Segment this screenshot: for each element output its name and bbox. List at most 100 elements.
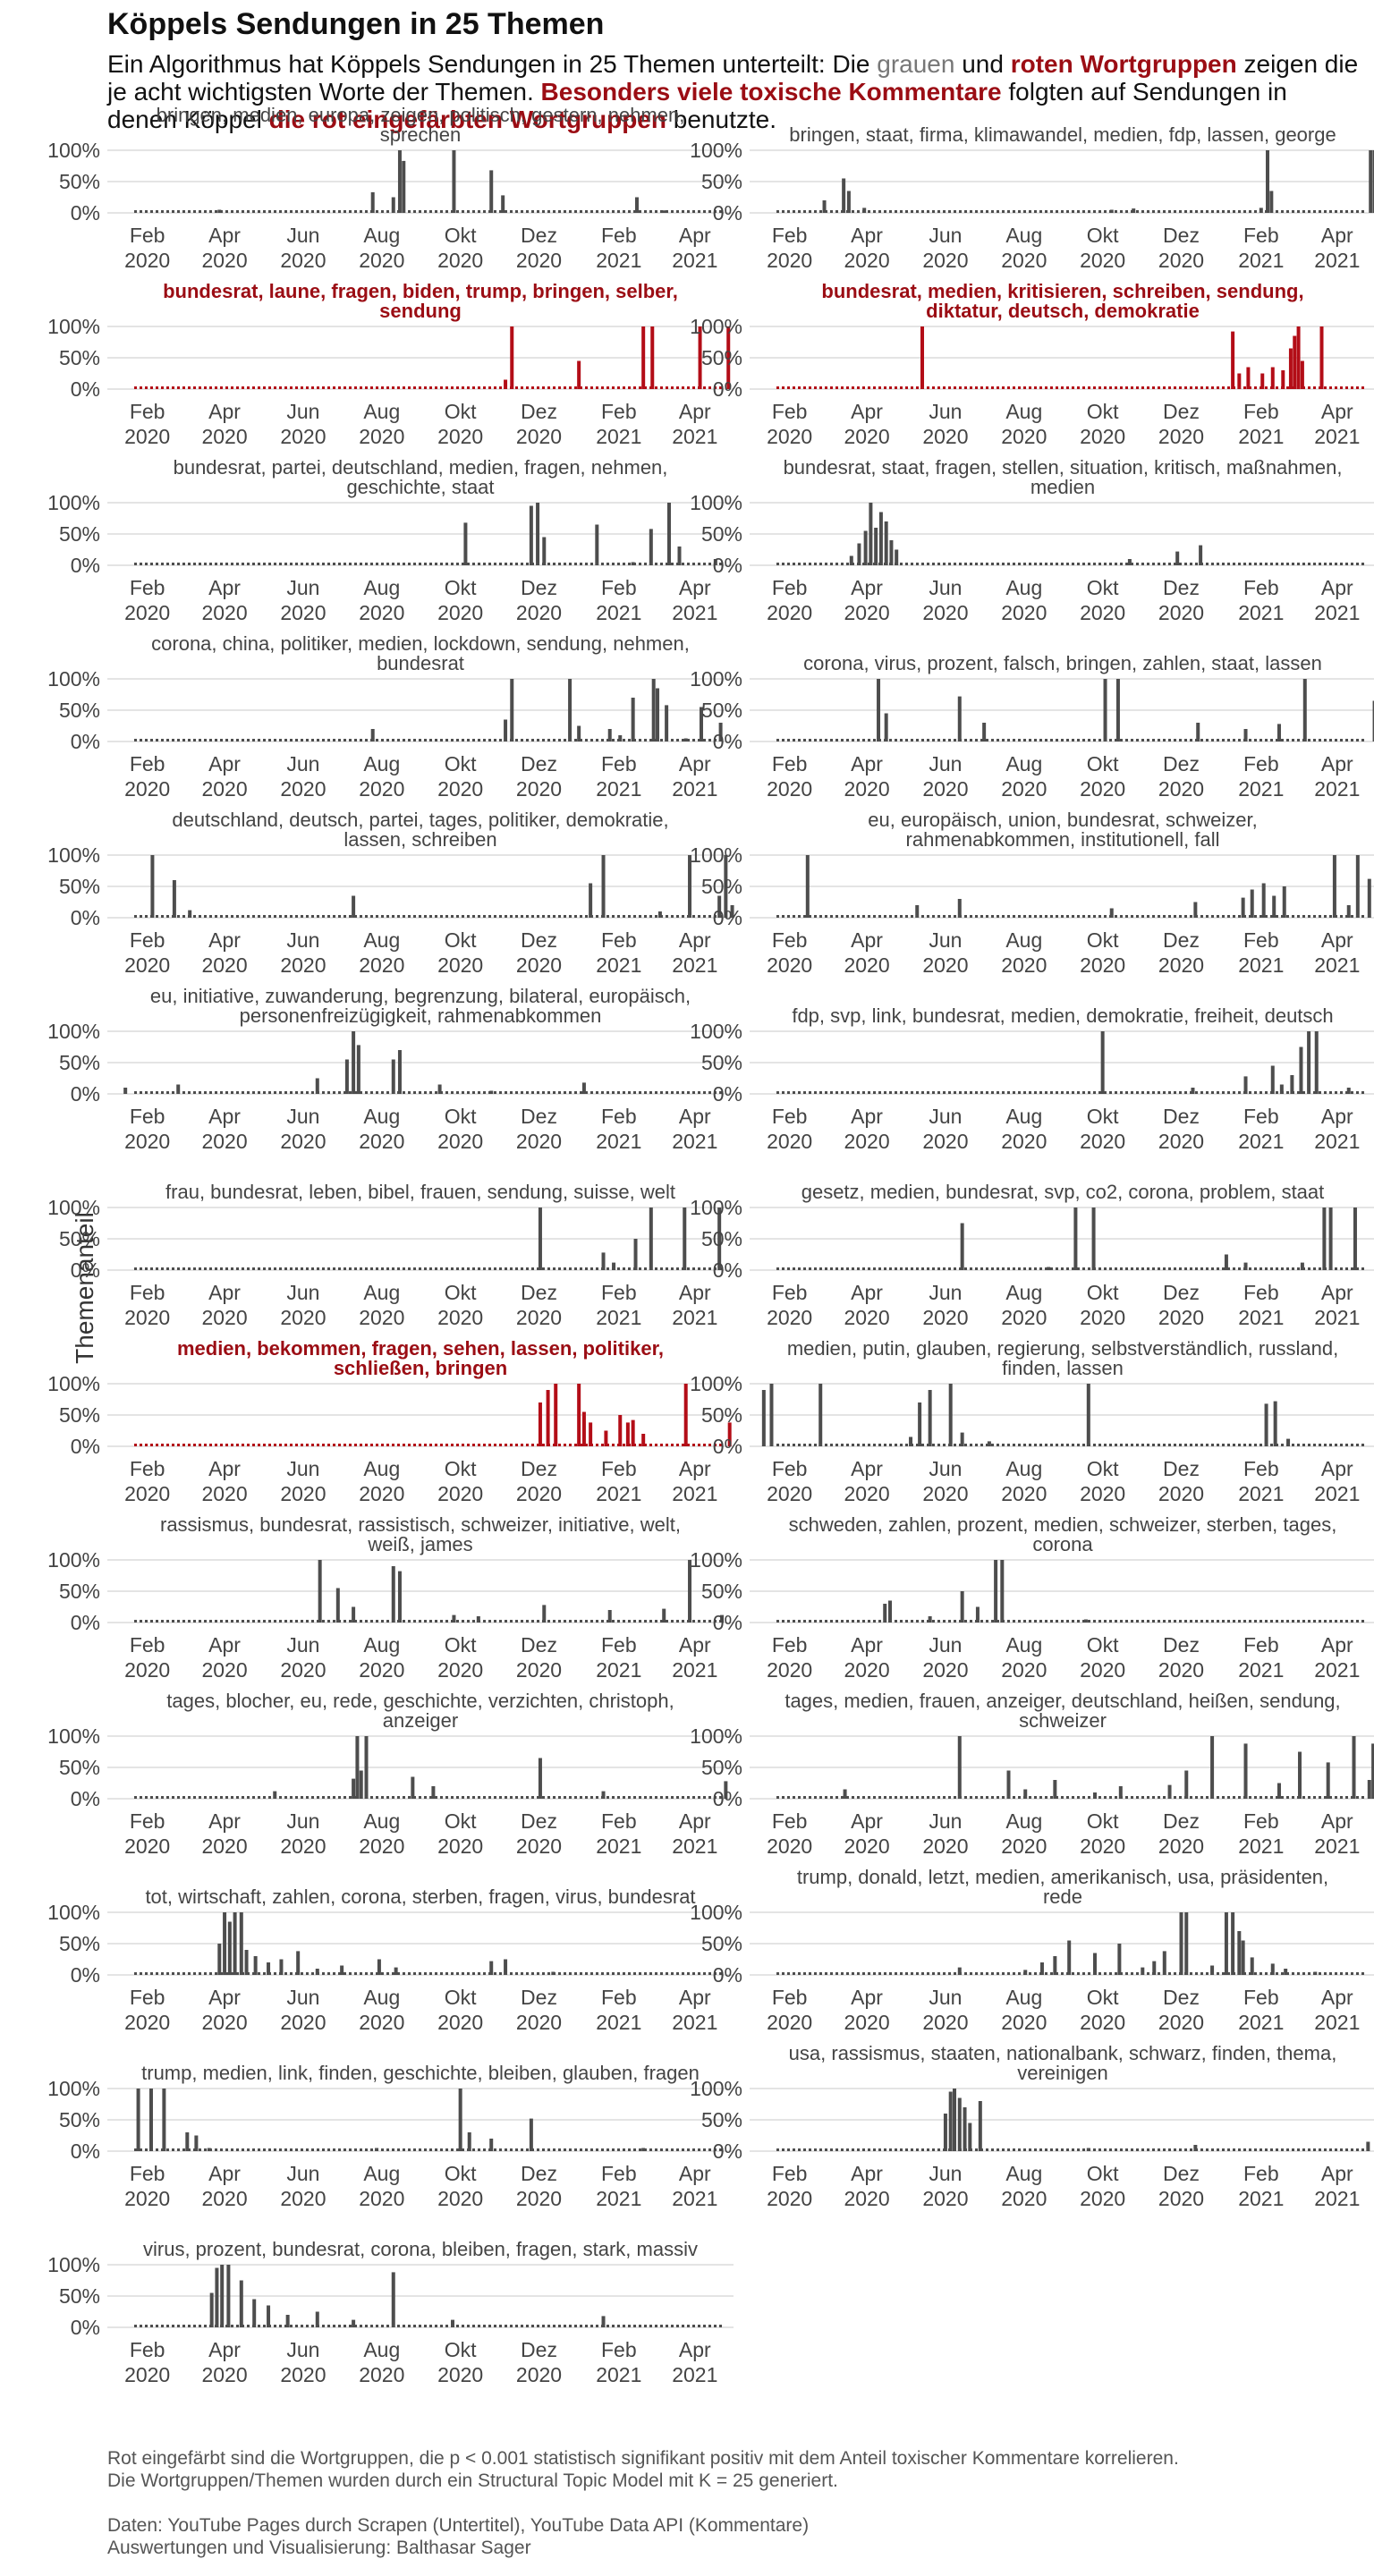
x-tick-label: 2021 <box>596 1835 641 1858</box>
data-bar <box>677 547 682 565</box>
y-tick-label: 0% <box>713 1787 742 1810</box>
x-tick-label: Aug <box>363 1986 400 2009</box>
x-tick-label: Feb <box>601 1457 637 1480</box>
data-bar <box>1281 370 1285 389</box>
x-tick-label: Feb <box>601 928 637 952</box>
x-tick-label: 2020 <box>437 1482 483 1505</box>
x-tick-label: 2020 <box>1001 1482 1047 1505</box>
x-tick-label: 2020 <box>280 1130 326 1153</box>
x-tick-label: Dez <box>521 928 557 952</box>
x-tick-label: Dez <box>1163 1457 1200 1480</box>
y-tick-label: 50% <box>59 522 100 546</box>
x-tick-label: 2021 <box>1238 425 1284 448</box>
data-bar <box>489 170 494 213</box>
panel-title: schweden, zahlen, prozent, medien, schwe… <box>789 1513 1337 1536</box>
x-tick-label: 2021 <box>596 1658 641 1682</box>
x-tick-label: 2020 <box>844 425 889 448</box>
data-bar <box>504 1959 508 1975</box>
data-bar <box>452 1614 456 1623</box>
panel-title: geschichte, staat <box>346 476 494 498</box>
y-tick-label: 50% <box>59 1227 100 1250</box>
x-tick-label: Feb <box>772 2162 808 2185</box>
x-tick-label: Aug <box>363 400 400 423</box>
data-bar <box>612 1262 616 1270</box>
y-tick-label: 50% <box>701 170 742 193</box>
data-bar <box>1246 367 1251 389</box>
panel-title: eu, europäisch, union, bundesrat, schwei… <box>868 809 1257 831</box>
data-bar <box>1093 1953 1098 1975</box>
x-tick-label: 2020 <box>1001 1658 1047 1682</box>
data-bar <box>878 512 883 565</box>
x-tick-label: Apr <box>208 2338 241 2361</box>
x-tick-label: Jun <box>286 1986 319 2009</box>
data-bar <box>1243 1743 1248 1799</box>
data-bar <box>1270 1963 1275 1975</box>
data-bar <box>1179 1912 1183 1975</box>
data-bar <box>1313 1971 1318 1975</box>
x-tick-label: Jun <box>286 1457 319 1480</box>
data-bar <box>957 2097 962 2151</box>
x-tick-label: Jun <box>929 1105 962 1128</box>
x-tick-label: Aug <box>1005 752 1042 775</box>
panel-title: deutschland, deutsch, partei, tages, pol… <box>172 809 668 831</box>
x-tick-label: Okt <box>445 400 477 423</box>
x-tick-label: Jun <box>929 224 962 247</box>
data-bar <box>1319 326 1324 389</box>
x-tick-label: 2020 <box>280 425 326 448</box>
x-tick-label: 2021 <box>1238 1482 1284 1505</box>
x-tick-label: 2020 <box>516 601 562 624</box>
x-tick-label: Feb <box>601 1633 637 1657</box>
data-bar <box>451 2319 455 2327</box>
x-tick-label: Apr <box>679 400 711 423</box>
data-bar <box>662 1608 666 1623</box>
x-tick-label: Okt <box>1087 1986 1119 2009</box>
data-bar <box>1231 1912 1235 1975</box>
x-tick-label: 2020 <box>1158 2011 1204 2034</box>
data-bar <box>1367 878 1371 918</box>
x-tick-label: 2020 <box>1158 1482 1204 1505</box>
x-tick-label: 2020 <box>844 1835 889 1858</box>
data-bar <box>1152 1961 1157 1975</box>
data-bar <box>411 1776 415 1799</box>
x-tick-label: 2021 <box>1314 1658 1360 1682</box>
data-bar <box>601 2316 606 2327</box>
data-bar <box>1372 700 1374 741</box>
data-bar <box>402 160 406 213</box>
x-tick-label: Aug <box>363 1281 400 1304</box>
data-bar <box>136 2089 140 2151</box>
data-bar <box>618 735 623 741</box>
data-bar <box>943 2114 947 2151</box>
x-tick-label: 2020 <box>767 1130 812 1153</box>
data-bar <box>1328 1208 1333 1270</box>
x-tick-label: 2020 <box>1158 249 1204 272</box>
x-tick-label: 2020 <box>767 601 812 624</box>
data-bar <box>1196 723 1200 741</box>
data-bar <box>1371 1743 1374 1799</box>
y-tick-label: 50% <box>59 1051 100 1074</box>
data-bar <box>1346 905 1351 918</box>
x-tick-label: 2020 <box>922 249 968 272</box>
data-bar <box>1086 1384 1090 1446</box>
data-bar <box>601 1791 606 1799</box>
x-tick-label: Jun <box>286 1633 319 1657</box>
x-tick-label: 2021 <box>672 601 717 624</box>
x-tick-label: Aug <box>363 2162 400 2185</box>
x-tick-label: 2020 <box>280 1482 326 1505</box>
x-tick-label: Apr <box>679 1457 711 1480</box>
y-tick-label: 0% <box>71 2140 100 2163</box>
data-bar <box>1298 1751 1302 1799</box>
x-tick-label: 2020 <box>1080 777 1125 801</box>
x-tick-label: 2020 <box>201 425 247 448</box>
x-tick-label: 2020 <box>280 249 326 272</box>
x-tick-label: Feb <box>1243 400 1279 423</box>
x-tick-label: Jun <box>286 576 319 599</box>
data-bar <box>551 1971 556 1975</box>
x-tick-label: 2020 <box>844 601 889 624</box>
data-bar <box>431 1786 436 1799</box>
x-tick-label: 2020 <box>124 2363 170 2386</box>
x-tick-label: Jun <box>286 224 319 247</box>
panel-title: diktatur, deutsch, demokratie <box>926 300 1200 322</box>
data-bar <box>391 1566 395 1623</box>
x-tick-label: 2020 <box>1001 953 1047 977</box>
y-tick-label: 100% <box>690 491 742 514</box>
